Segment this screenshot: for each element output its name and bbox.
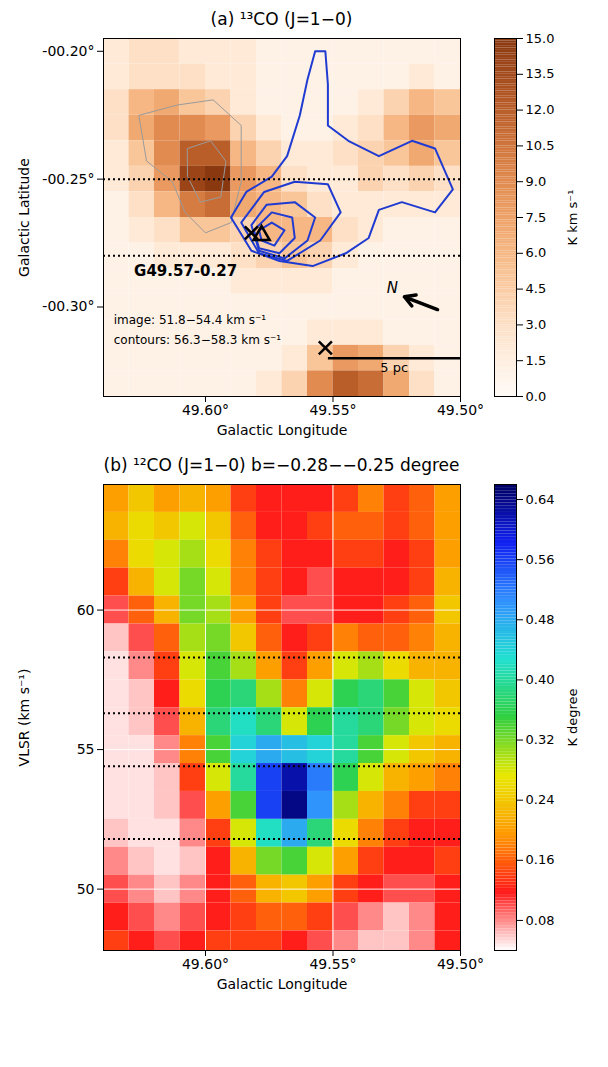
svg-text:contours: 56.3−58.3 km s⁻¹: contours: 56.3−58.3 km s⁻¹ xyxy=(114,333,282,347)
svg-text:55: 55 xyxy=(77,741,95,757)
svg-text:6.0: 6.0 xyxy=(526,245,547,260)
svg-text:VLSR (km s⁻¹): VLSR (km s⁻¹) xyxy=(16,669,32,767)
svg-text:-00.20°: -00.20° xyxy=(42,43,94,59)
svg-text:G49.57-0.27: G49.57-0.27 xyxy=(134,262,237,280)
svg-text:0.0: 0.0 xyxy=(526,389,547,404)
svg-text:N: N xyxy=(387,279,398,297)
svg-text:Galactic Latitude: Galactic Latitude xyxy=(16,158,32,277)
svg-text:60: 60 xyxy=(77,602,95,618)
svg-text:0.32: 0.32 xyxy=(526,732,555,747)
html-text:(b) ¹²CO (J=1−0) b=−0.28−−0.25: (b) ¹²CO (J=1−0) b=−0.28−−0.25 degree xyxy=(103,455,460,475)
svg-text:0.16: 0.16 xyxy=(526,852,555,867)
svg-text:4.5: 4.5 xyxy=(526,281,547,296)
svg-text:50: 50 xyxy=(77,881,95,897)
svg-text:Galactic Longitude: Galactic Longitude xyxy=(217,422,348,438)
svg-text:0.48: 0.48 xyxy=(526,612,555,627)
svg-text:K km s⁻¹: K km s⁻¹ xyxy=(565,190,580,246)
svg-text:image: 51.8−54.4 km s⁻¹: image: 51.8−54.4 km s⁻¹ xyxy=(114,313,267,327)
svg-text:-00.25°: -00.25° xyxy=(42,171,94,187)
svg-text:K degree: K degree xyxy=(565,688,580,746)
svg-text:13.5: 13.5 xyxy=(526,66,555,81)
svg-text:7.5: 7.5 xyxy=(526,210,547,225)
svg-text:49.55°: 49.55° xyxy=(309,956,356,972)
svg-text:0.24: 0.24 xyxy=(526,792,555,807)
svg-text:0.08: 0.08 xyxy=(526,913,555,928)
svg-text:12.0: 12.0 xyxy=(526,102,555,117)
svg-text:1.5: 1.5 xyxy=(526,353,547,368)
svg-text:49.60°: 49.60° xyxy=(182,956,229,972)
svg-text:0.64: 0.64 xyxy=(526,492,555,507)
html-text:(a) ¹³CO (J=1−0): (a) ¹³CO (J=1−0) xyxy=(210,9,353,29)
svg-text:0.40: 0.40 xyxy=(526,672,555,687)
svg-text:0.56: 0.56 xyxy=(526,552,555,567)
svg-text:15.0: 15.0 xyxy=(526,31,555,46)
svg-text:3.0: 3.0 xyxy=(526,317,547,332)
svg-text:49.50°: 49.50° xyxy=(437,956,484,972)
svg-text:9.0: 9.0 xyxy=(526,174,547,189)
svg-text:-00.30°: -00.30° xyxy=(42,298,94,314)
svg-text:10.5: 10.5 xyxy=(526,138,555,153)
svg-text:49.60°: 49.60° xyxy=(182,402,229,418)
svg-text:49.50°: 49.50° xyxy=(437,402,484,418)
svg-text:Galactic Longitude: Galactic Longitude xyxy=(217,976,348,992)
svg-text:5 pc: 5 pc xyxy=(380,360,408,375)
svg-text:49.55°: 49.55° xyxy=(309,402,356,418)
